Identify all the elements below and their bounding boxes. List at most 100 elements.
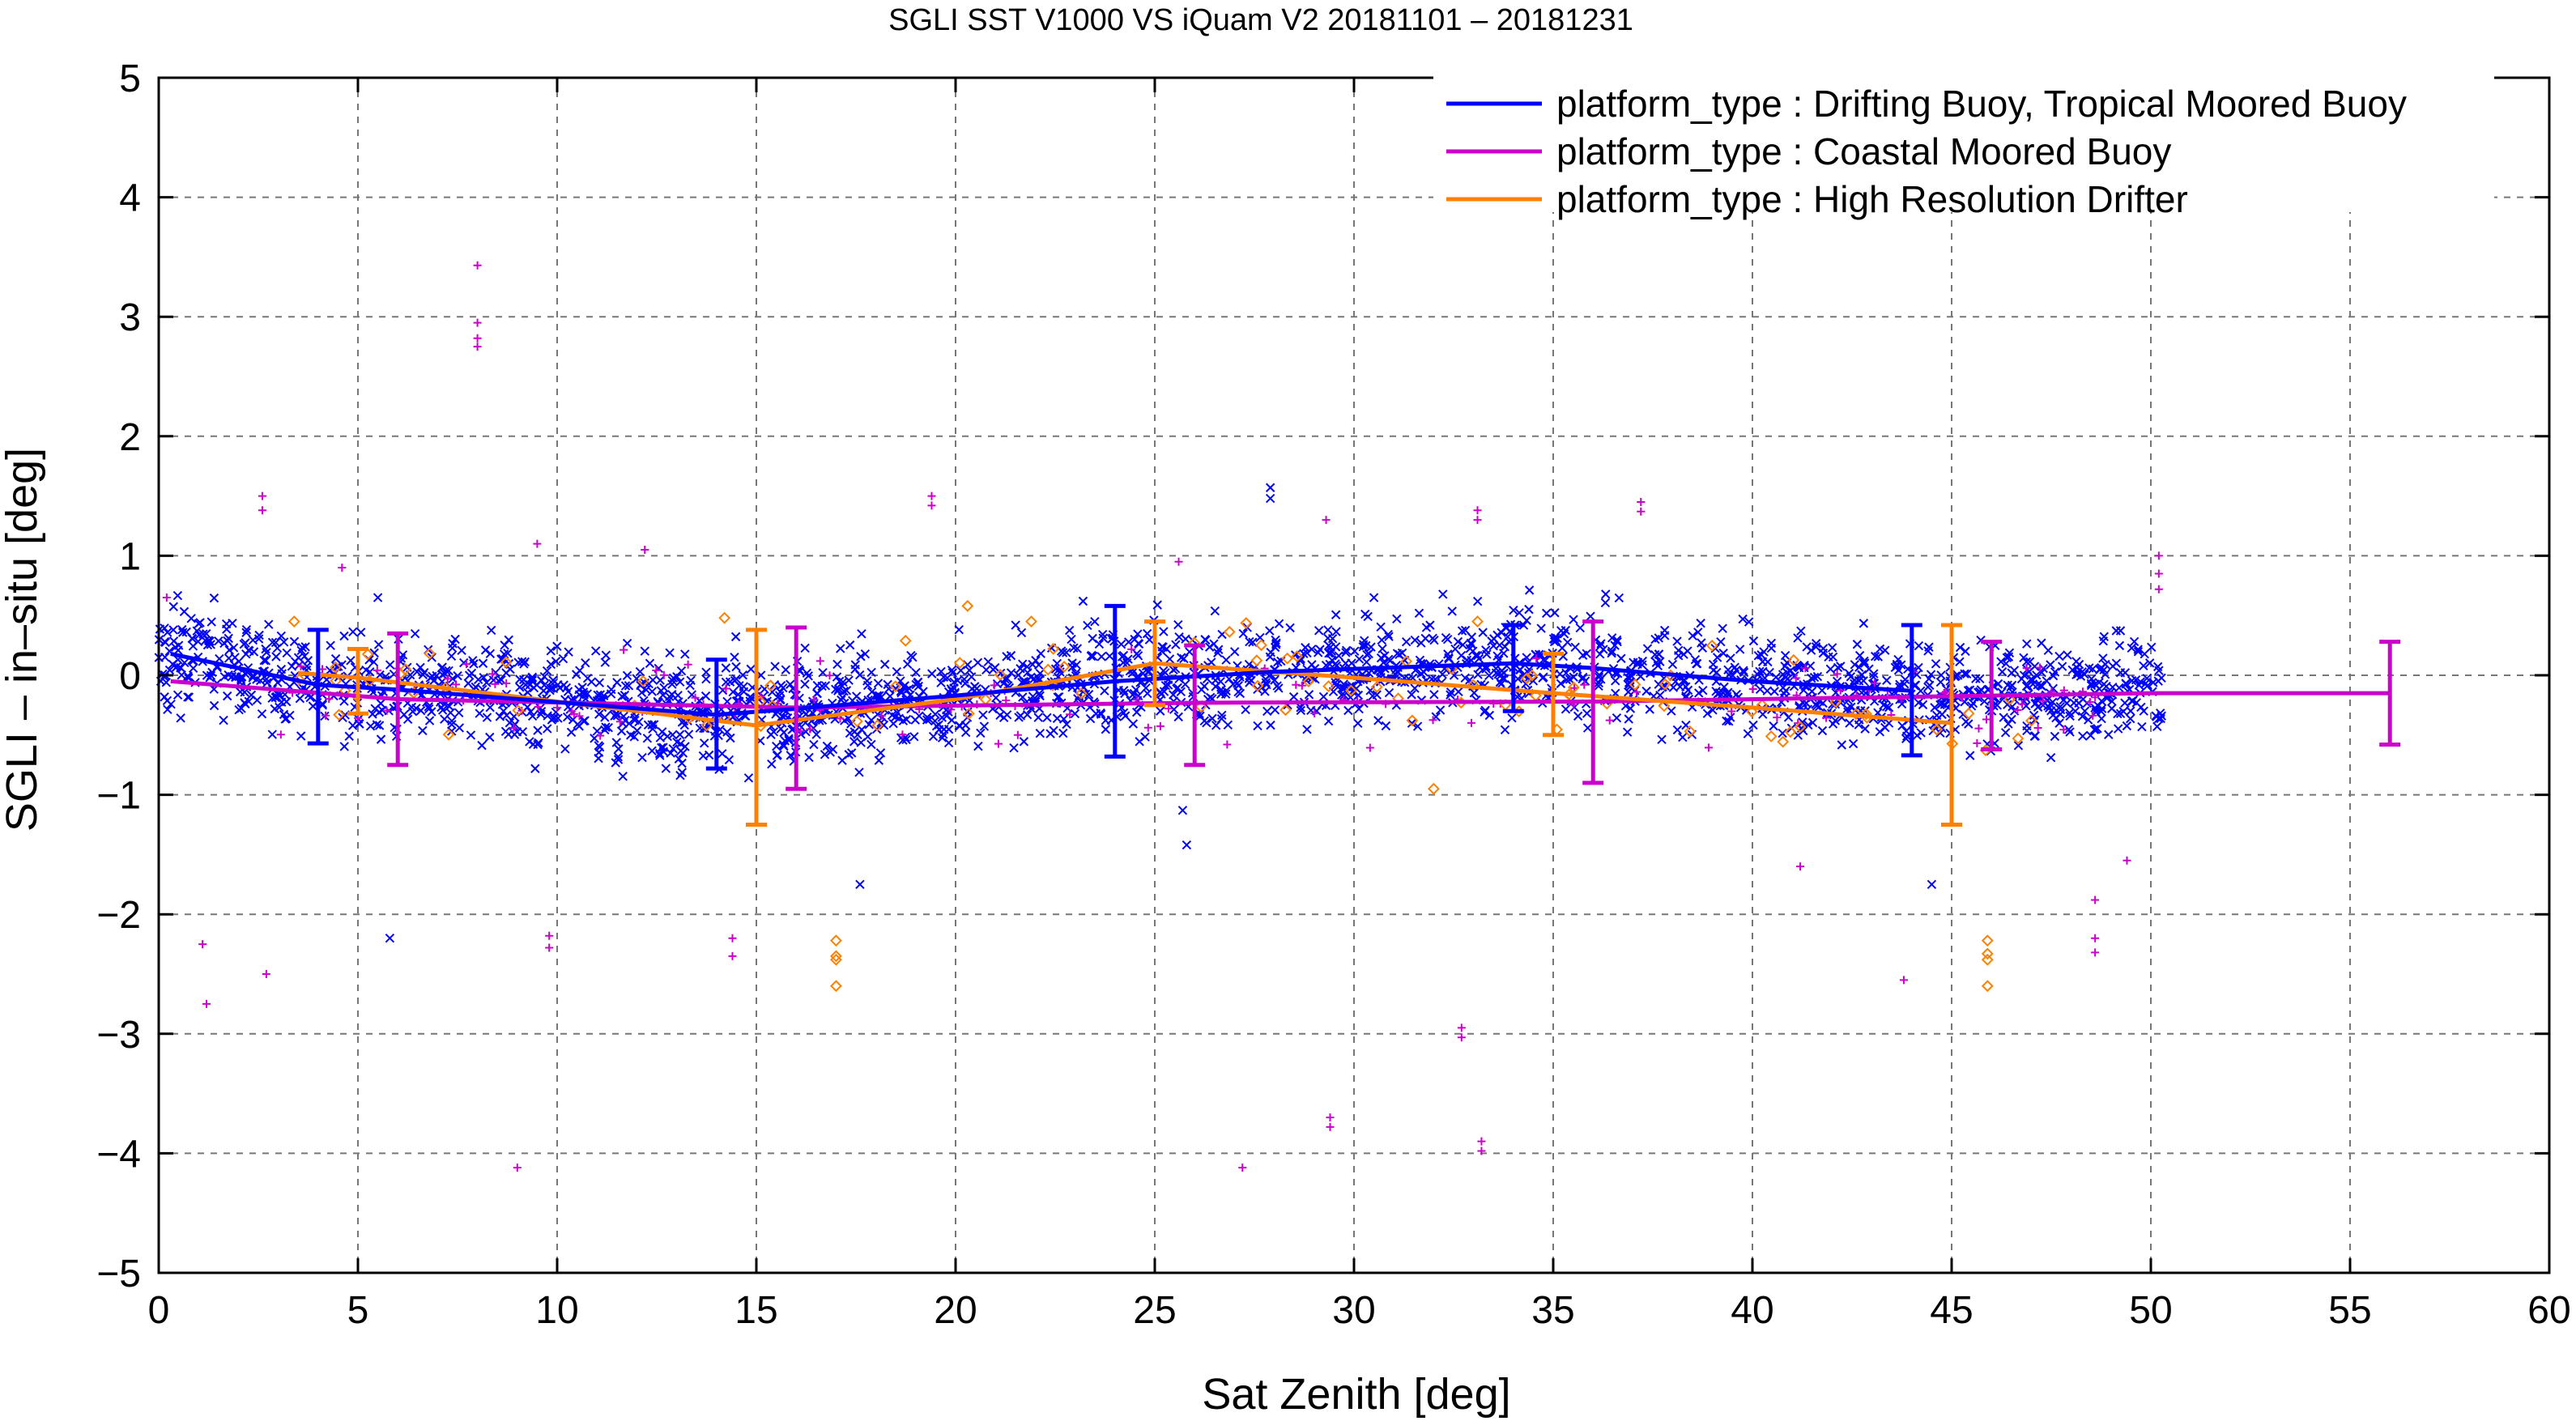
- data-point-outlier: [1457, 1033, 1466, 1042]
- data-point: [1310, 709, 1319, 718]
- data-point: [160, 636, 170, 647]
- data-point: [2120, 698, 2130, 708]
- data-point: [1026, 672, 1036, 683]
- data-point: [2139, 661, 2148, 670]
- data-point: [2007, 668, 2016, 678]
- data-point: [1067, 662, 1077, 672]
- data-point: [1169, 704, 1179, 714]
- data-point: [415, 705, 426, 716]
- data-point: [1722, 689, 1732, 699]
- data-point: [937, 733, 947, 742]
- data-point: [1244, 659, 1254, 670]
- data-point: [2019, 653, 2029, 662]
- data-point: [1006, 650, 1016, 661]
- data-point: [385, 660, 395, 670]
- data-point: [2098, 636, 2108, 646]
- data-point: [616, 726, 627, 736]
- data-point: [1912, 730, 1922, 741]
- data-point-outlier: [1326, 1122, 1335, 1131]
- data-point: [1971, 674, 1981, 683]
- data-point: [1855, 706, 1866, 716]
- data-point: [949, 677, 959, 687]
- data-point: [1050, 664, 1061, 674]
- data-point-outlier: [1927, 879, 1937, 890]
- y-tick-label: −3: [96, 1014, 141, 1057]
- data-point: [1753, 651, 1764, 661]
- data-point: [1096, 652, 1106, 662]
- data-point: [739, 682, 748, 691]
- data-point: [1832, 676, 1842, 687]
- data-point: [2023, 681, 2033, 691]
- data-point-outlier: [533, 539, 542, 548]
- data-point: [1561, 668, 1571, 678]
- data-point: [1524, 585, 1535, 595]
- data-point: [1467, 640, 1476, 649]
- data-point: [1900, 674, 1910, 685]
- data-point: [1854, 676, 1864, 686]
- data-point: [1973, 738, 1982, 747]
- data-point: [1668, 683, 1679, 692]
- error-bar: [746, 628, 767, 827]
- data-point: [1133, 629, 1143, 639]
- data-point: [898, 716, 909, 725]
- data-point: [1323, 625, 1333, 635]
- data-point: [1586, 611, 1595, 621]
- data-point: [287, 662, 297, 671]
- data-point: [1974, 724, 1983, 733]
- data-point: [991, 693, 1001, 703]
- data-point: [1120, 688, 1130, 699]
- data-point: [1179, 653, 1189, 664]
- data-point: [637, 674, 649, 687]
- data-point: [1809, 672, 1820, 683]
- data-point: [2101, 659, 2110, 670]
- data-point-outlier: [473, 342, 482, 351]
- data-point: [1180, 679, 1190, 689]
- data-point: [2063, 650, 2072, 660]
- data-point: [1429, 690, 1439, 700]
- data-point: [1253, 684, 1262, 695]
- data-point: [457, 645, 466, 655]
- data-point-outlier: [258, 491, 266, 500]
- data-point: [1567, 681, 1580, 694]
- data-point: [1120, 711, 1130, 721]
- data-point-outlier: [1473, 516, 1482, 525]
- data-point: [1960, 669, 1969, 679]
- data-point: [1637, 656, 1648, 666]
- data-point: [2069, 698, 2079, 708]
- data-point: [1144, 635, 1155, 645]
- data-point: [2157, 673, 2166, 683]
- data-point: [491, 679, 500, 688]
- data-point: [296, 731, 306, 741]
- data-point: [1620, 701, 1631, 711]
- x-tick-label: 45: [1930, 1289, 1973, 1332]
- data-point: [1708, 659, 1718, 670]
- data-point-outlier: [1182, 840, 1192, 850]
- data-point: [447, 720, 457, 730]
- data-point: [2033, 723, 2042, 732]
- data-point: [1421, 623, 1432, 632]
- data-point: [626, 730, 636, 740]
- data-point: [1410, 683, 1420, 693]
- data-point: [513, 657, 523, 667]
- data-point: [1015, 711, 1026, 721]
- data-point: [224, 670, 233, 680]
- data-point: [683, 660, 692, 669]
- data-point: [1607, 646, 1617, 657]
- data-point-outlier: [1078, 596, 1088, 606]
- data-point: [348, 627, 358, 637]
- data-point: [1036, 649, 1045, 658]
- data-point: [809, 739, 819, 750]
- data-point: [1465, 675, 1475, 685]
- data-point: [1569, 615, 1578, 624]
- data-point: [1100, 686, 1109, 696]
- data-point: [1514, 608, 1524, 618]
- data-point: [2089, 725, 2099, 734]
- data-point: [1923, 682, 1933, 692]
- data-point: [990, 681, 998, 690]
- data-point: [927, 669, 937, 679]
- data-point: [887, 710, 897, 721]
- error-bar: [1184, 643, 1206, 768]
- data-point: [236, 674, 246, 684]
- data-point: [1018, 659, 1028, 669]
- data-point-outlier: [545, 943, 554, 952]
